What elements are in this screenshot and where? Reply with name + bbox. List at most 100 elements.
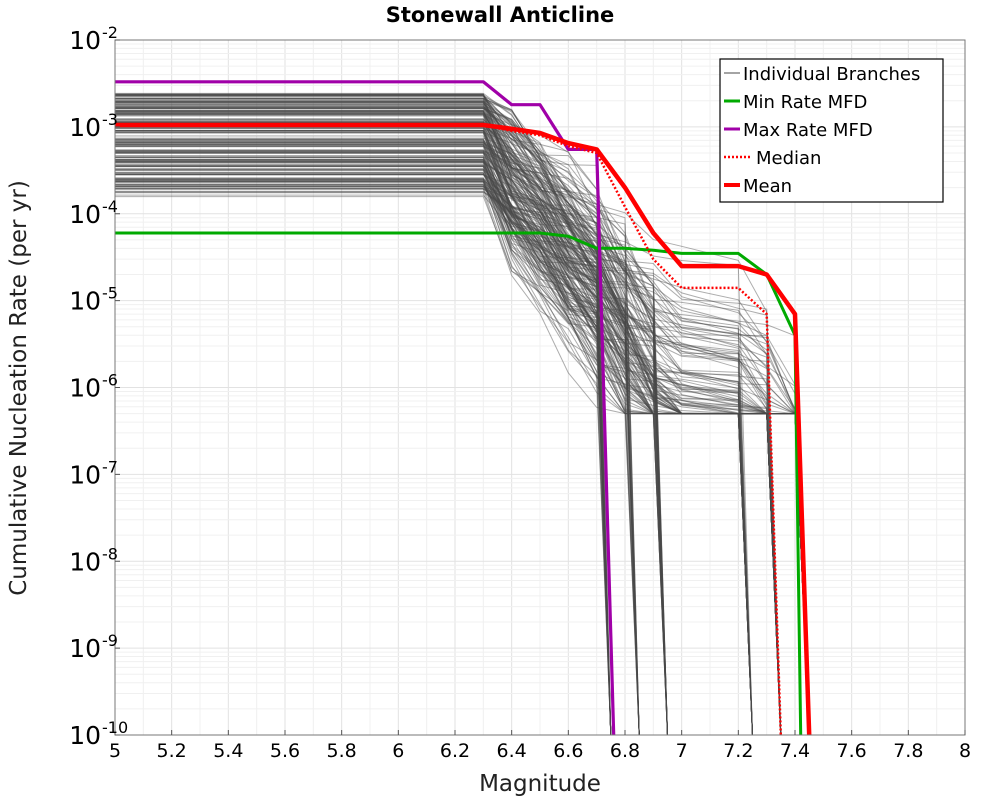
branch-line xyxy=(115,152,810,736)
branch-line xyxy=(115,132,782,736)
branch-line xyxy=(115,128,612,736)
branch-line xyxy=(115,131,810,736)
legend-label-median: Median xyxy=(756,148,821,169)
branch-line xyxy=(115,94,753,736)
branch-line xyxy=(115,158,810,736)
branch-line xyxy=(115,102,782,736)
branch-line xyxy=(115,121,612,736)
branch-line xyxy=(115,144,810,736)
branch-line xyxy=(115,126,668,736)
branch-line xyxy=(115,98,810,736)
branch-line xyxy=(115,172,810,736)
branch-line xyxy=(115,174,782,736)
branch-line xyxy=(115,115,612,736)
branch-line xyxy=(115,186,810,736)
branch-line xyxy=(115,156,612,736)
branch-line xyxy=(115,130,640,736)
branch-line xyxy=(115,161,782,736)
branch-line xyxy=(115,170,753,736)
branch-line xyxy=(115,152,782,736)
branch-line xyxy=(115,164,782,736)
branch-line xyxy=(115,95,810,736)
branch-line xyxy=(115,118,810,736)
branch-line xyxy=(115,127,753,736)
branch-line xyxy=(115,157,810,736)
branch-line xyxy=(115,168,668,736)
x-tick-label: 5 xyxy=(109,740,121,762)
branch-line xyxy=(115,146,668,736)
branch-line xyxy=(115,145,612,736)
legend-label-mean: Mean xyxy=(743,176,792,197)
y-tick-label: 10 xyxy=(69,721,101,750)
y-tick-label: 10 xyxy=(69,374,101,403)
branch-line xyxy=(115,180,753,736)
branch-line xyxy=(115,141,640,736)
series-mean-line xyxy=(115,122,812,736)
branch-line xyxy=(115,161,782,736)
x-tick-label: 7.2 xyxy=(723,740,753,762)
y-tick-label: 10 xyxy=(69,460,101,489)
branch-line xyxy=(115,138,782,736)
branch-line xyxy=(115,156,612,736)
branch-line xyxy=(115,97,782,736)
branch-line xyxy=(115,113,612,736)
branch-line xyxy=(115,107,810,736)
branch-line xyxy=(115,181,612,736)
branch-line xyxy=(115,165,640,736)
branch-line xyxy=(115,143,612,736)
branch-line xyxy=(115,139,753,736)
branch-line xyxy=(115,140,782,736)
branch-line xyxy=(115,100,640,736)
branch-line xyxy=(115,113,668,736)
branch-line xyxy=(115,111,612,736)
branch-line xyxy=(115,130,753,736)
branch-line xyxy=(115,190,782,736)
y-tick-exponent: -10 xyxy=(102,718,128,737)
branch-line xyxy=(115,113,612,736)
series-lines xyxy=(115,80,812,736)
branch-line xyxy=(115,110,640,736)
y-tick-exponent: -8 xyxy=(102,544,118,563)
branch-line xyxy=(115,180,753,736)
branch-line xyxy=(115,188,753,736)
branch-line xyxy=(115,184,810,736)
y-tick-exponent: -9 xyxy=(102,631,118,650)
branch-line xyxy=(115,149,810,736)
branch-line xyxy=(115,188,782,736)
x-tick-label: 6.6 xyxy=(553,740,583,762)
branch-line xyxy=(115,156,612,736)
branch-line xyxy=(115,132,810,736)
branch-line xyxy=(115,151,640,736)
branch-line xyxy=(115,93,753,736)
y-tick-exponent: -7 xyxy=(102,457,118,476)
branch-line xyxy=(115,142,753,736)
branch-line xyxy=(115,166,668,736)
branch-line xyxy=(115,174,612,736)
legend-label-max-rate: Max Rate MFD xyxy=(743,120,873,141)
branch-line xyxy=(115,152,640,736)
branch-line xyxy=(115,172,612,736)
branch-line xyxy=(115,113,612,736)
branch-line xyxy=(115,93,640,736)
branch-line xyxy=(115,185,782,736)
branch-line xyxy=(115,144,753,736)
branch-line xyxy=(115,104,668,736)
branch-line xyxy=(115,172,753,736)
branch-line xyxy=(115,139,782,736)
branch-line xyxy=(115,174,782,736)
branch-line xyxy=(115,144,640,736)
branch-line xyxy=(115,103,810,736)
branch-line xyxy=(115,110,668,736)
branch-line xyxy=(115,109,810,736)
branch-line xyxy=(115,185,612,736)
branch-line xyxy=(115,174,640,736)
branch-line xyxy=(115,107,668,736)
y-tick-exponent: -4 xyxy=(102,197,118,216)
branch-line xyxy=(115,105,668,736)
branch-line xyxy=(115,140,612,736)
branch-line xyxy=(115,126,640,736)
branch-line xyxy=(115,98,753,736)
branch-line xyxy=(115,165,668,736)
branch-line xyxy=(115,179,753,736)
branch-line xyxy=(115,196,782,736)
